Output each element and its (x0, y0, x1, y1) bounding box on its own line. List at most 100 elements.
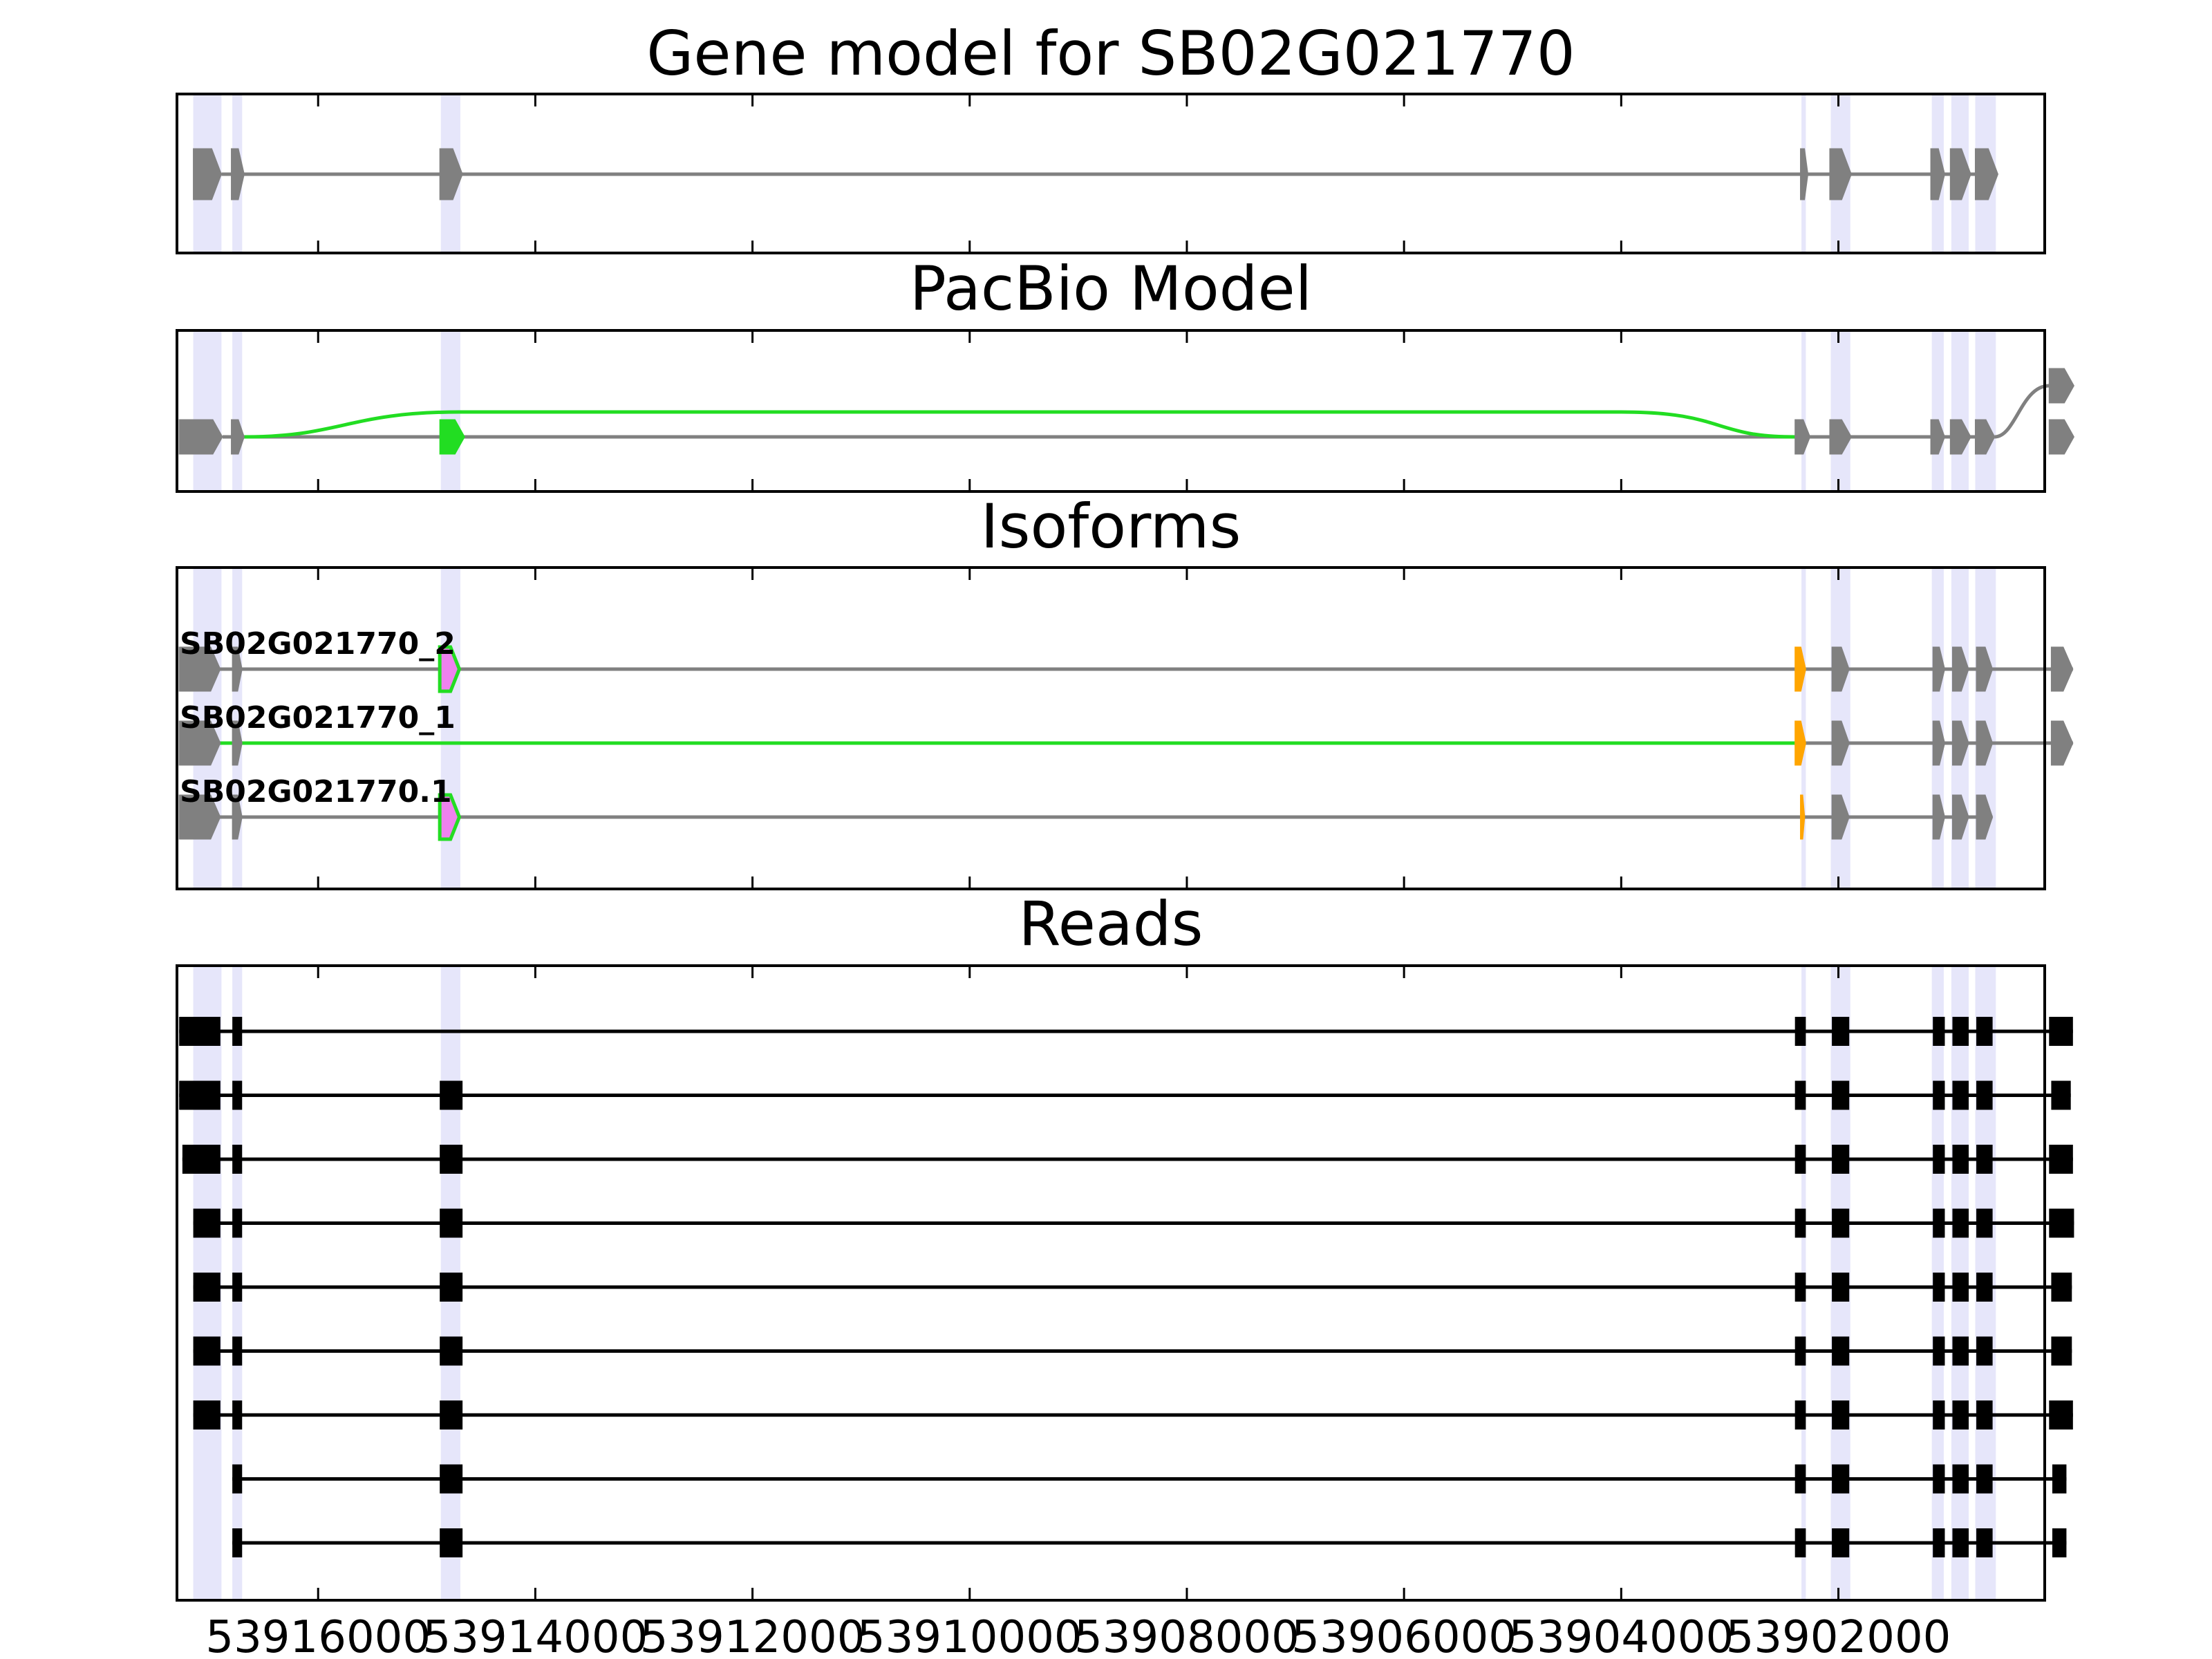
x-tick-label: 53914000 (423, 1612, 648, 1659)
isoform-exon (1831, 720, 1850, 766)
isoform-label: SB02G021770_1 (180, 700, 456, 735)
exon (231, 419, 245, 455)
isoform-exon (178, 720, 221, 766)
exon-pacbio (439, 419, 465, 455)
pacbio-splice-arc (244, 410, 1795, 439)
read-block (1794, 1017, 1806, 1046)
read-block (440, 1145, 463, 1174)
read-block (1832, 1145, 1850, 1174)
pacbio-model-title: PacBio Model (910, 253, 1312, 324)
read-block (440, 1464, 463, 1494)
highlight-band (232, 330, 243, 491)
exon (1930, 148, 1945, 200)
isoform-exon (232, 720, 243, 766)
read-block (232, 1528, 243, 1557)
read-block (2051, 1273, 2072, 1302)
isoform-exon (1831, 646, 1850, 692)
isoform-exon (1932, 720, 1945, 766)
read-block (1976, 1464, 1993, 1494)
read-block (1952, 1400, 1969, 1430)
read-block (2051, 1336, 2072, 1366)
read-block (1933, 1336, 1945, 1366)
read-block (440, 1080, 463, 1110)
isoform-exon (232, 646, 243, 692)
x-tick-label: 53902000 (1726, 1612, 1951, 1659)
isoform-exon (178, 646, 221, 692)
read-block (193, 1273, 221, 1302)
read-block (1832, 1208, 1850, 1238)
exon (1974, 419, 1996, 455)
read-block (1976, 1336, 1993, 1366)
read-block (1794, 1336, 1806, 1366)
read-block (440, 1336, 463, 1366)
read-block (1976, 1400, 1993, 1430)
read-block (1794, 1464, 1806, 1494)
x-tick-label: 53912000 (640, 1612, 865, 1659)
read-block (1832, 1464, 1850, 1494)
exon (2048, 368, 2074, 404)
isoform-exon (438, 645, 462, 693)
highlight-band (1830, 330, 1850, 491)
read-block (232, 1336, 243, 1366)
exon (1829, 419, 1852, 455)
read-block (1832, 1017, 1850, 1046)
isoform-exon (1932, 794, 1945, 840)
read-block (440, 1273, 463, 1302)
isoforms-title: Isoforms (981, 491, 1241, 562)
isoform-exon (1800, 794, 1806, 840)
isoform-label: SB02G021770_2 (180, 626, 456, 662)
isoform-exon (2050, 646, 2074, 692)
read-block (1933, 1080, 1945, 1110)
isoform-exon (1794, 720, 1806, 766)
exon (1794, 419, 1811, 455)
read-block (232, 1080, 243, 1110)
read-block (1832, 1336, 1850, 1366)
isoform-exon (1932, 646, 1945, 692)
panel-frame (176, 93, 2046, 254)
read-block (1832, 1080, 1850, 1110)
highlight-band (193, 330, 222, 491)
read-block (1794, 1145, 1806, 1174)
read-block (179, 1017, 221, 1046)
exon (1949, 148, 1971, 200)
isoforms-panel: SB02G021770_2 SB02G021770_1 SB02G021770.1 (176, 566, 2074, 890)
read-block (193, 1400, 221, 1430)
isoform-label: SB02G021770.1 (180, 774, 452, 809)
read-block (1976, 1080, 1993, 1110)
read-block (232, 1017, 243, 1046)
read-block (232, 1145, 243, 1174)
panel-frame (176, 964, 2046, 1602)
isoform-exon (1976, 646, 1994, 692)
x-tick-label: 53916000 (205, 1612, 431, 1659)
read-block (182, 1145, 221, 1174)
read-block (2049, 1208, 2074, 1238)
isoform-exon (1951, 646, 1969, 692)
isoform-exon (2050, 720, 2074, 766)
highlight-band (1951, 330, 1969, 491)
read-block (232, 1464, 243, 1494)
read-block (179, 1080, 221, 1110)
highlight-band (1801, 330, 1806, 491)
panel-frame (176, 566, 2046, 890)
exon (1930, 419, 1946, 455)
read-block (1952, 1145, 1969, 1174)
exon (178, 419, 223, 455)
read-block (440, 1528, 463, 1557)
isoform-exon (178, 794, 221, 840)
read-block (1952, 1208, 1969, 1238)
read-block (1794, 1273, 1806, 1302)
isoform-exon (1976, 794, 1994, 840)
x-tick-label: 53910000 (857, 1612, 1082, 1659)
read-block (440, 1208, 463, 1238)
read-block (1832, 1273, 1850, 1302)
read-block (1832, 1528, 1850, 1557)
exon (439, 148, 463, 200)
gene-model-title: Gene model for SB02G021770 (646, 18, 1575, 89)
read-block (2049, 1145, 2073, 1174)
read-block (1832, 1400, 1850, 1430)
read-block (1976, 1528, 1993, 1557)
reads-panel (176, 964, 2074, 1602)
read-block (1976, 1145, 1993, 1174)
read-block (440, 1400, 463, 1430)
reads-title: Reads (1019, 888, 1203, 959)
